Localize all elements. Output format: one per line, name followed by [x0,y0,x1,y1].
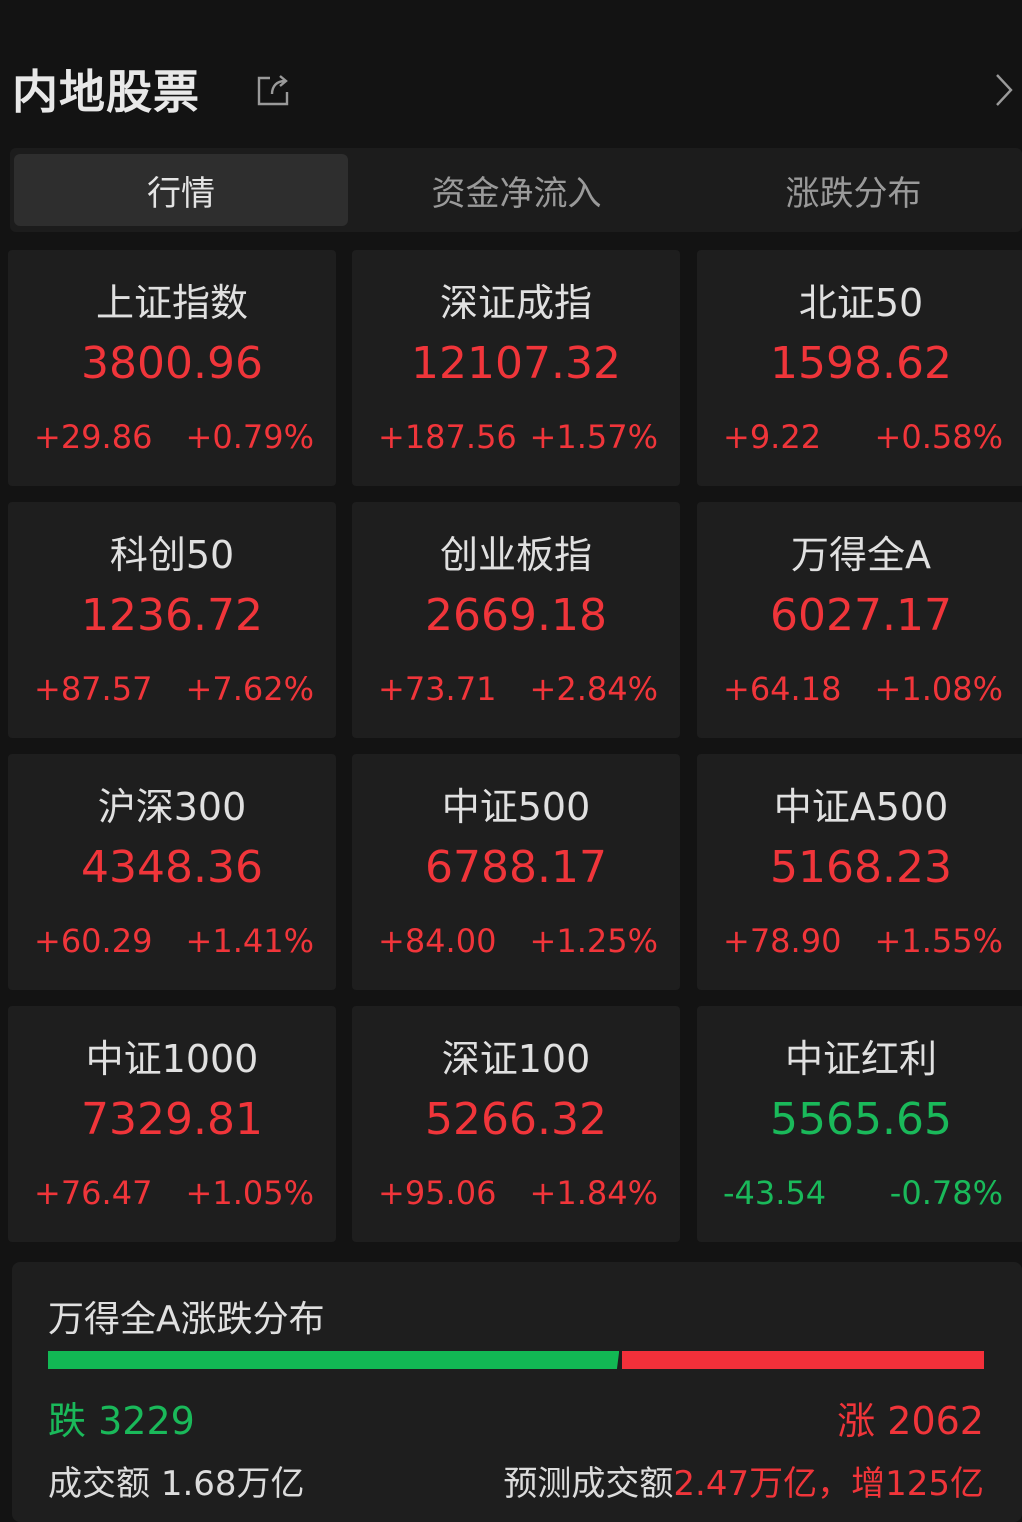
index-price: 7329.81 [81,1094,263,1145]
index-price: 1598.62 [770,338,952,389]
tab-net-inflow[interactable]: 资金净流入 [431,173,602,214]
index-change: +73.71 [378,670,497,708]
index-name: 中证1000 [85,1037,259,1081]
index-change: +60.29 [34,922,153,960]
index-percent: +7.62% [185,670,314,708]
tab-bar: 行情 资金净流入 涨跌分布 [10,148,1022,232]
index-change: +64.18 [723,670,842,708]
chevron-right-icon[interactable] [994,72,1014,108]
index-name: 北证50 [798,281,924,325]
index-change: +76.47 [34,1174,153,1212]
index-price: 5565.65 [770,1094,952,1145]
tab-market[interactable]: 行情 [14,154,348,226]
index-percent: +1.25% [529,922,658,960]
index-name: 中证500 [441,785,591,829]
tab-distribution[interactable]: 涨跌分布 [785,173,922,214]
index-card[interactable]: 中证A500 5168.23 +78.90 +1.55% [697,754,1022,990]
index-card[interactable]: 中证1000 7329.81 +76.47 +1.05% [8,1006,336,1242]
index-name: 深证成指 [439,281,592,325]
index-name: 深证100 [441,1037,591,1081]
index-price: 5168.23 [770,842,952,893]
index-change: +84.00 [378,922,497,960]
index-percent: +1.05% [185,1174,314,1212]
index-card[interactable]: 沪深300 4348.36 +60.29 +1.41% [8,754,336,990]
rise-count: 涨 2062 [837,1399,984,1443]
distribution-title: 万得全A涨跌分布 [48,1299,325,1340]
index-percent: +1.84% [529,1174,658,1212]
index-card[interactable]: 深证100 5266.32 +95.06 +1.84% [352,1006,680,1242]
index-price: 5266.32 [425,1094,607,1145]
volume: 成交额 1.68万亿 [48,1464,305,1504]
index-change: -43.54 [723,1174,827,1212]
index-card[interactable]: 深证成指 12107.32 +187.56 +1.57% [352,250,680,486]
index-change: +187.56 [378,418,517,456]
index-price: 3800.96 [81,338,263,389]
share-icon[interactable] [256,72,290,106]
index-card[interactable]: 北证50 1598.62 +9.22 +0.58% [697,250,1022,486]
index-card[interactable]: 中证500 6788.17 +84.00 +1.25% [352,754,680,990]
index-price: 12107.32 [411,338,621,389]
index-name: 中证红利 [784,1037,937,1081]
index-change: +87.57 [34,670,153,708]
page-title: 内地股票 [12,65,200,119]
index-name: 沪深300 [97,785,247,829]
index-card[interactable]: 科创50 1236.72 +87.57 +7.62% [8,502,336,738]
index-change: +9.22 [723,418,822,456]
index-name: 中证A500 [773,785,949,829]
index-name: 上证指数 [95,281,248,325]
index-change: +29.86 [34,418,153,456]
distribution-bar [48,1351,984,1369]
index-percent: +1.08% [874,670,1003,708]
fall-bar [48,1351,620,1369]
forecast-volume: 预测成交额2.47万亿，增125亿 [503,1464,984,1504]
index-percent: -0.78% [889,1174,1003,1212]
index-name: 科创50 [109,533,235,577]
index-percent: +0.58% [874,418,1003,456]
index-percent: +1.57% [529,418,658,456]
index-percent: +1.41% [185,922,314,960]
index-card[interactable]: 创业板指 2669.18 +73.71 +2.84% [352,502,680,738]
index-price: 2669.18 [425,590,607,641]
index-price: 1236.72 [81,590,263,641]
index-card[interactable]: 上证指数 3800.96 +29.86 +0.79% [8,250,336,486]
index-change: +95.06 [378,1174,497,1212]
index-change: +78.90 [723,922,842,960]
index-percent: +0.79% [185,418,314,456]
fall-count: 跌 3229 [48,1399,195,1443]
index-percent: +1.55% [874,922,1003,960]
index-name: 创业板指 [439,533,592,577]
index-card[interactable]: 中证红利 5565.65 -43.54 -0.78% [697,1006,1022,1242]
distribution-panel[interactable]: 万得全A涨跌分布 跌 3229 涨 2062 成交额 1.68万亿 预测成交额2… [12,1262,1022,1522]
index-card[interactable]: 万得全A 6027.17 +64.18 +1.08% [697,502,1022,738]
index-price: 6788.17 [425,842,607,893]
index-price: 4348.36 [81,842,263,893]
rise-bar [622,1351,984,1369]
index-name: 万得全A [791,533,931,577]
index-percent: +2.84% [529,670,658,708]
index-price: 6027.17 [770,590,952,641]
